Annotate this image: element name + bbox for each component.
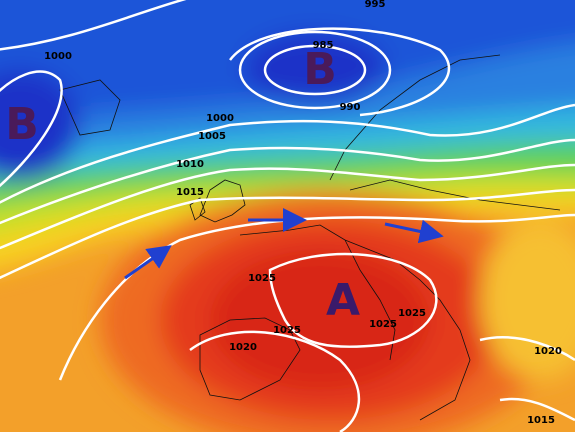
isobar-label: 990 [340,102,361,113]
isobar-label: 1020 [534,346,562,357]
pressure-centers: B B A [5,44,360,326]
isobar-label: 1000 [206,113,234,124]
isobar-label: 1000 [44,51,72,62]
isobar-label: 1015 [527,415,555,426]
isobar-label: 985 [313,40,334,51]
flow-arrows [124,208,444,280]
low-center: B [303,44,337,95]
low-center: B [5,99,39,150]
isobar-label: 1015 [176,187,204,198]
isobar-label: 1025 [273,325,301,336]
isobar-label: 1025 [398,308,426,319]
isobar-label: 1005 [198,131,226,142]
isobar-label: 1025 [248,273,276,284]
isobar-label: 1010 [176,159,204,170]
isobar-labels: 995 1000 985 990 1000 1005 1010 1015 102… [44,0,562,426]
isobar-label: 1020 [229,342,257,353]
isobar-label: 1025 [369,319,397,330]
isobar-label: 995 [365,0,386,10]
high-center: A [326,275,360,326]
